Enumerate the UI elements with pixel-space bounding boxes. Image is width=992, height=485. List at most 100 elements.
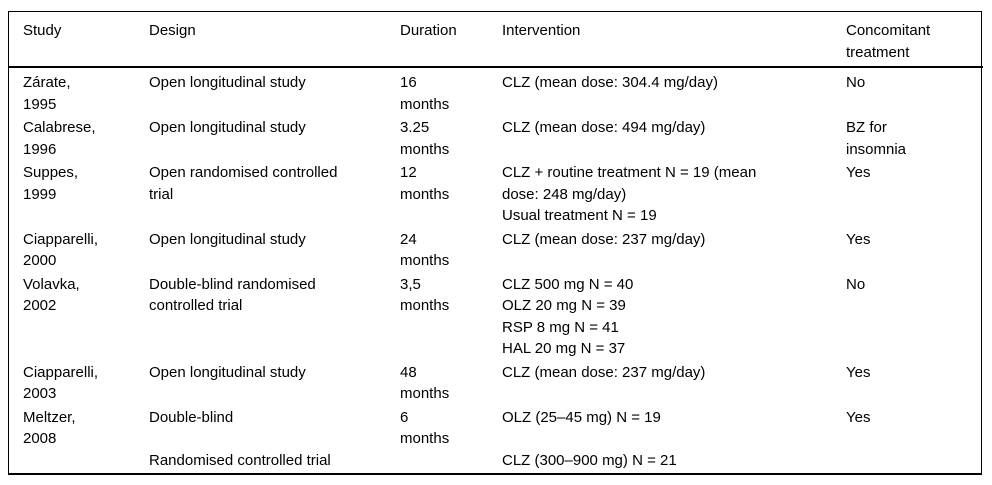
cell-line: Open longitudinal study [149,74,306,91]
cell-duration: 16 months [386,67,488,117]
cell-design: Open randomised controlled trial [135,162,386,229]
cell-study: Zárate, 1995 [9,67,135,117]
cell-line: CLZ (300–900 mg) N = 21 [502,451,677,469]
cell-line: 6 [400,408,409,426]
cell-line: 1996 [23,140,57,158]
cell-design: Double-blind Randomised controlled trial [135,407,386,474]
cell-line: 12 [400,164,417,181]
cell-concomitant: Yes [832,407,983,474]
cell-line: Open longitudinal study [149,363,306,381]
cell-study: Ciapparelli, 2003 [9,362,135,407]
cell-line: controlled trial [149,297,243,314]
cell-line: Yes [846,363,871,381]
table-row: Calabrese, 1996 Open longitudinal study 3.2… [9,117,983,162]
cell-line: 3.25 [400,119,430,136]
cell-line: 48 [400,363,417,381]
cell-design: Open longitudinal study [135,67,386,117]
cell-concomitant: BZ for insomnia [832,117,983,162]
cell-design: Open longitudinal study [135,362,386,407]
col-header-concomitant: Concomitant treatment [832,12,983,68]
cell-line: CLZ (mean dose: 237 mg/day) [502,363,706,381]
cell-duration: 3,5 months [386,274,488,362]
cell-study: Volavka, 2002 [9,274,135,362]
cell-line: 2000 [23,252,57,269]
cell-line: Volavka, [23,275,80,293]
cell-design: Double-blind randomised controlled trial [135,274,386,362]
cell-intervention: CLZ (mean dose: 237 mg/day) [488,229,832,274]
col-header-design: Design [135,12,386,68]
cell-concomitant: No [832,274,983,362]
cell-intervention: OLZ (25–45 mg) N = 19 CLZ (300–900 mg) N… [488,407,832,474]
cell-duration: 48 months [386,362,488,407]
cell-line: CLZ + routine treatment N = 19 (mean [502,164,757,181]
cell-line: insomnia [846,140,907,158]
cell-line: Yes [846,164,871,181]
table-row: Ciapparelli, 2003 Open longitudinal study 4… [9,362,983,407]
cell-line: months [400,297,450,314]
cell-line: Meltzer, [23,408,76,426]
cell-concomitant: Yes [832,362,983,407]
cell-line: OLZ (25–45 mg) N = 19 [502,408,661,426]
col-header-intervention: Intervention [488,12,832,68]
cell-line: Double-blind randomised [149,275,316,293]
cell-concomitant: Yes [832,162,983,229]
cell-line: months [400,185,450,203]
cell-line: HAL 20 mg N = 37 [502,340,626,357]
cell-line: 2008 [23,430,57,447]
cell-line: 2002 [23,297,57,314]
cell-line: Zárate, [23,74,71,91]
cell-line: CLZ 500 mg N = 40 [502,275,634,293]
cell-line: Ciapparelli, [23,363,99,381]
cell-line: No [846,74,866,91]
cell-line: Ciapparelli, [23,230,99,248]
cell-line: Yes [846,408,871,426]
cell-line: months [400,430,450,447]
cell-line: months [400,95,450,113]
cell-intervention: CLZ (mean dose: 494 mg/day) [488,117,832,162]
cell-duration: 3.25 months [386,117,488,162]
cell-duration: 24 months [386,229,488,274]
cell-line: OLZ 20 mg N = 39 [502,297,626,314]
col-header-duration: Duration [386,12,488,68]
cell-concomitant: Yes [832,229,983,274]
cell-design: Open longitudinal study [135,229,386,274]
cell-duration: 6 months [386,407,488,474]
cell-duration: 12 months [386,162,488,229]
cell-intervention: CLZ (mean dose: 237 mg/day) [488,362,832,407]
cell-line: RSP 8 mg N = 41 [502,318,619,336]
cell-line: trial [149,185,174,203]
cell-intervention: CLZ 500 mg N = 40 OLZ 20 mg N = 39 RSP 8 m… [488,274,832,362]
cell-study: Suppes, 1999 [9,162,135,229]
table-body: Zárate, 1995 Open longitudinal study 16 mont… [9,67,983,473]
cell-line: months [400,385,450,402]
studies-table: Study Design Duration Intervention Conco… [9,12,983,473]
cell-line: BZ for [846,119,887,136]
cell-line: Open longitudinal study [149,230,306,248]
cell-line: months [400,252,450,269]
cell-line: Yes [846,230,871,248]
table-row: Suppes, 1999 Open randomised controlled tri… [9,162,983,229]
cell-study: Ciapparelli, 2000 [9,229,135,274]
table-row: Zárate, 1995 Open longitudinal study 16 mont… [9,67,983,117]
cell-line [149,428,380,450]
table-row: Volavka, 2002 Double-blind randomised contr… [9,274,983,362]
cell-intervention: CLZ (mean dose: 304.4 mg/day) [488,67,832,117]
cell-line: Randomised controlled trial [149,451,331,469]
cell-line [502,428,826,450]
cell-line: 24 [400,230,417,248]
cell-line: Open longitudinal study [149,119,306,136]
table-header: Study Design Duration Intervention Conco… [9,12,983,68]
cell-line: No [846,275,866,293]
cell-line: 16 [400,74,417,91]
table-row: Meltzer, 2008 Double-blind Randomised cont… [9,407,983,474]
header-row: Study Design Duration Intervention Conco… [9,12,983,68]
cell-line: Calabrese, [23,119,96,136]
cell-line: months [400,140,450,158]
cell-line: 1999 [23,185,57,203]
cell-intervention: CLZ + routine treatment N = 19 (mean dose… [488,162,832,229]
table-row: Ciapparelli, 2000 Open longitudinal study 2… [9,229,983,274]
col-header-study: Study [9,12,135,68]
cell-line: 2003 [23,385,57,402]
cell-line: CLZ (mean dose: 494 mg/day) [502,119,706,136]
cell-line: CLZ (mean dose: 237 mg/day) [502,230,706,248]
